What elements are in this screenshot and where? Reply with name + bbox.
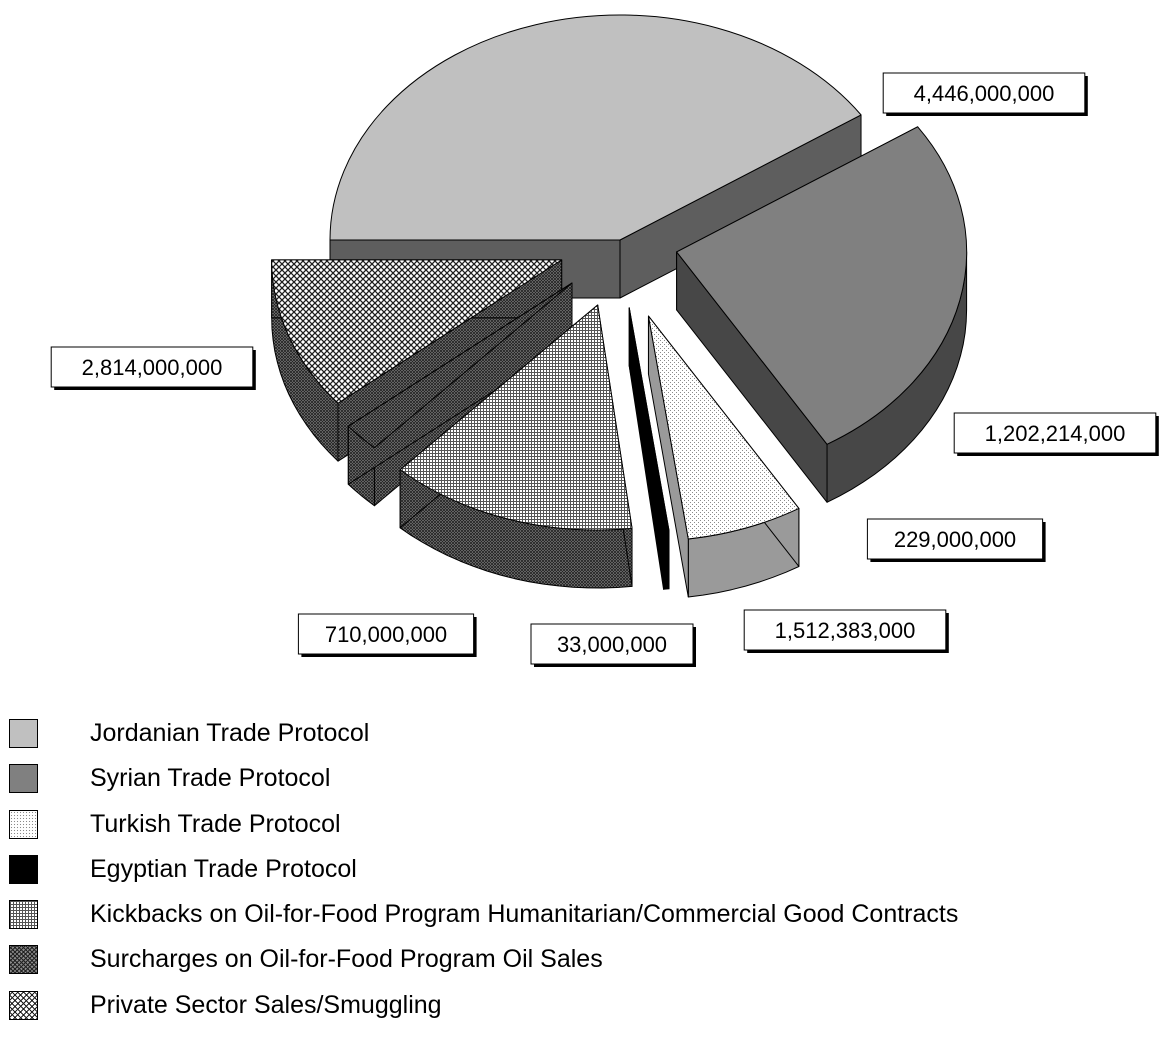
legend-swatch [9,900,38,930]
legend-swatch [9,764,38,794]
pie-slice-syrian-trade-protocol [676,126,968,503]
legend-swatch [9,990,38,1020]
svg-text:1,202,214,000: 1,202,214,000 [985,421,1126,446]
data-label-egyptian-trade-protocol: 33,000,000 [530,623,696,667]
svg-text:710,000,000: 710,000,000 [325,622,447,647]
svg-text:4,446,000,000: 4,446,000,000 [914,81,1055,106]
svg-text:33,000,000: 33,000,000 [557,632,667,657]
legend-swatch [9,809,38,839]
svg-text:2,814,000,000: 2,814,000,000 [82,355,223,380]
pie-slice-turkish-trade-protocol [647,315,800,598]
data-label-jordanian-trade-protocol: 4,446,000,000 [882,72,1088,116]
legend-label: Private Sector Sales/Smuggling [90,990,442,1019]
data-label-kickbacks-on-oil-for-food-program-humanitarian-commercial-good-contracts: 1,512,383,000 [743,609,949,653]
svg-text:229,000,000: 229,000,000 [894,527,1016,552]
legend-label: Turkish Trade Protocol [90,809,341,838]
data-label-surcharges-on-oil-for-food-program-oil-sales: 229,000,000 [866,518,1046,562]
legend-label: Surcharges on Oil-for-Food Program Oil S… [90,945,603,974]
data-label-private-sector-sales-smuggling: 1,202,214,000 [953,412,1159,456]
legend-label: Jordanian Trade Protocol [90,719,370,747]
legend-label: Kickbacks on Oil-for-Food Program Humani… [90,900,959,929]
legend-swatch [9,945,38,975]
legend-swatch [9,854,38,884]
data-label-syrian-trade-protocol: 2,814,000,000 [50,346,256,390]
pie-slice-kickbacks-on-oil-for-food-program-humanitarian-commercial-good-contracts [399,304,633,589]
legend-label: Egyptian Trade Protocol [90,854,357,883]
legend-label: Syrian Trade Protocol [90,764,331,793]
legend-swatch [9,719,38,748]
svg-text:1,512,383,000: 1,512,383,000 [775,618,916,643]
pie-slice-egyptian-trade-protocol [628,307,670,590]
data-label-turkish-trade-protocol: 710,000,000 [297,613,477,657]
pie-chart: 4,446,000,000 2,814,000,000 710,000,000 33,… [50,14,1159,667]
